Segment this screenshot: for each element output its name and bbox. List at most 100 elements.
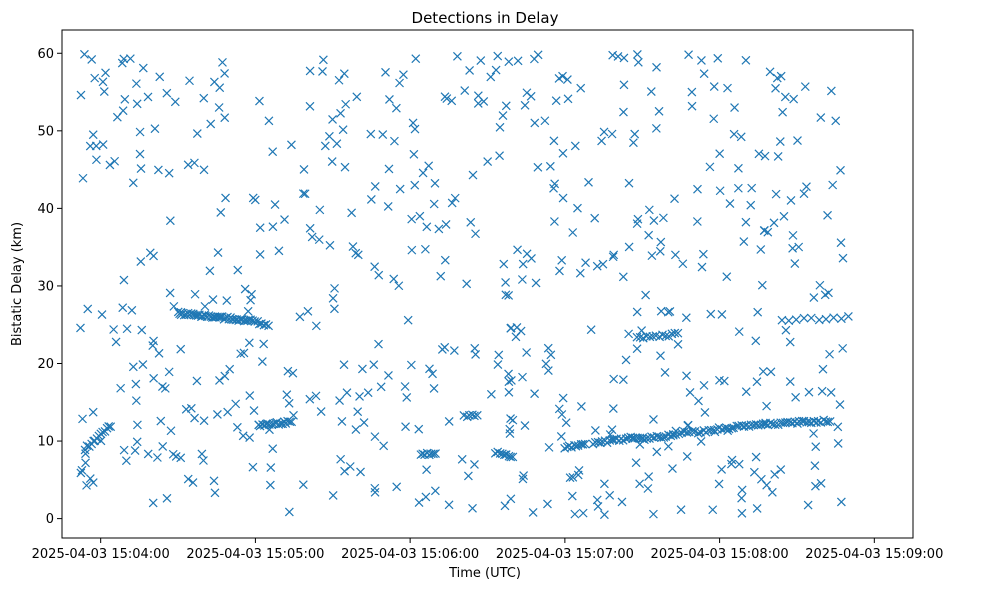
detection-point [741,387,751,397]
detection-point [78,414,87,424]
detection-point [259,339,269,349]
detection-point [348,242,358,251]
detection-point [762,480,772,490]
detection-point [243,306,253,316]
detection-point [384,164,394,174]
detection-point [422,465,432,475]
detection-point [811,442,821,452]
detection-point [366,129,376,139]
detection-point [684,50,693,60]
detection-point [197,449,207,459]
detection-point [717,465,727,474]
detection-point [617,497,627,507]
detection-point [153,165,163,175]
detection-point [118,106,128,116]
detection-point [656,351,665,361]
detection-point [452,51,462,61]
detection-point [215,376,224,385]
detection-point [200,301,210,311]
detection-point [506,452,516,462]
detection-point [656,237,666,247]
detection-point [494,350,504,360]
detection-point [804,387,814,397]
detection-point [767,487,777,497]
detection-point [104,422,114,431]
detection-point [838,253,848,263]
detection-point [166,426,176,436]
detection-point [605,430,615,439]
detection-point [715,149,725,159]
detection-point [76,323,85,333]
detection-point [264,321,273,331]
detection-point [753,420,763,430]
detection-point [777,315,787,325]
detection-point [540,116,550,126]
detection-point [605,490,615,500]
detection-point [148,498,158,508]
detection-point [789,94,799,104]
detection-point [825,416,835,426]
detection-point [699,380,709,390]
detection-point [418,168,428,178]
detection-point [471,229,480,239]
detection-point [143,449,153,459]
detection-point [356,467,365,477]
x-tick-label: 2025-04-03 15:05:00 [186,547,324,562]
detection-point [598,259,608,269]
detection-point [188,478,198,487]
detection-point [359,418,369,428]
detection-point [220,69,229,78]
detection-point [836,497,846,507]
detection-point [240,284,250,294]
detection-point [493,51,503,61]
detection-point [756,245,766,254]
detection-point [573,203,582,213]
detection-point [513,56,523,66]
detection-point [507,375,516,385]
detection-point [632,307,642,317]
detection-point [330,283,339,293]
detection-point [437,345,447,354]
detection-point [82,480,91,490]
detection-point [411,54,421,64]
detection-point [833,438,843,448]
detection-point [330,304,339,314]
detection-point [816,113,826,122]
detection-point [328,114,337,124]
detection-point [223,407,233,417]
detection-point [729,129,739,139]
detection-point [392,482,402,492]
detection-point [519,471,529,480]
detection-point [81,458,90,468]
detection-point [311,321,321,331]
x-axis-title: Time (UTC) [448,566,521,581]
detection-point [295,312,305,322]
detection-point [541,359,551,369]
detection-point [785,337,795,347]
detection-point [520,100,530,110]
detection-point [505,429,515,438]
detection-point [340,466,349,476]
detection-point [311,391,321,401]
detection-point [199,416,209,426]
detection-point [119,275,129,285]
detection-point [444,417,454,426]
detection-point [280,215,289,225]
detection-point [739,237,749,246]
detection-point [285,417,295,427]
detection-point [624,242,634,252]
detection-point [76,90,86,100]
detection-point [162,493,172,503]
detection-point [504,57,514,67]
detection-point [715,375,724,385]
detection-point [576,83,586,93]
detection-point [79,49,89,59]
detection-point [158,382,167,391]
detection-point [426,449,436,459]
detection-point [189,158,199,168]
detection-point [760,151,770,161]
detection-point [501,450,511,459]
detection-point [495,122,505,132]
detection-point [709,425,719,435]
detection-point [318,66,327,76]
